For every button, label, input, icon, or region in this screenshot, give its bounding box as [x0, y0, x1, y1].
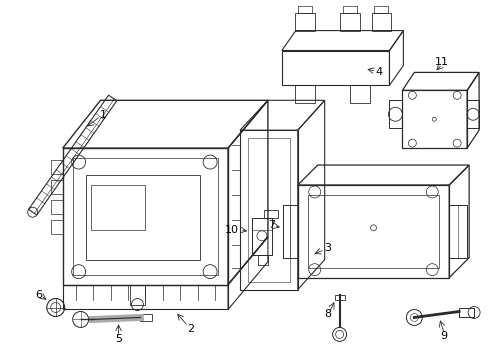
Text: 2: 2	[186, 324, 193, 334]
Text: 3: 3	[324, 243, 330, 253]
Text: 7: 7	[268, 220, 275, 230]
Text: 11: 11	[434, 58, 448, 67]
Text: 6: 6	[35, 289, 42, 300]
Text: 10: 10	[224, 225, 239, 235]
Text: 5: 5	[115, 334, 122, 345]
Text: 9: 9	[440, 332, 447, 341]
Text: 1: 1	[100, 110, 107, 120]
Text: 8: 8	[324, 310, 330, 319]
Text: 4: 4	[375, 67, 382, 77]
